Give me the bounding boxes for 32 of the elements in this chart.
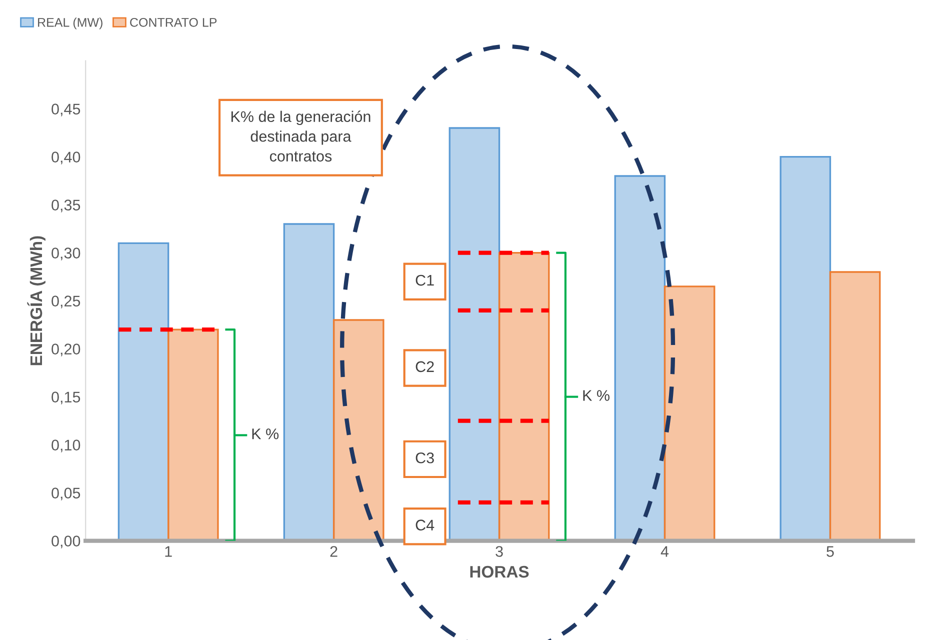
y-tick-label: 0,45 xyxy=(52,104,80,116)
x-tick-label: 2 xyxy=(330,546,338,557)
x-tick-label: 4 xyxy=(660,546,669,557)
annotation: C1 xyxy=(416,274,434,286)
x-tick-label: 1 xyxy=(165,546,172,557)
legend-label: REAL (MW) xyxy=(38,18,102,30)
y-tick-label: 0,35 xyxy=(52,200,80,212)
y-tick-label: 0,10 xyxy=(52,440,80,452)
y-tick-label: 0,40 xyxy=(52,152,80,164)
x-tick-label: 3 xyxy=(496,546,503,557)
y-tick-label: 0,25 xyxy=(52,296,80,308)
bar xyxy=(780,156,832,541)
annotation: C4 xyxy=(416,520,434,530)
legend-label: CONTRATO LP xyxy=(130,18,217,27)
annotation: K% de la generación destinada para contratos xyxy=(231,110,370,162)
y-tick-label: 0,30 xyxy=(52,248,80,260)
y-tick-label: 0,00 xyxy=(52,536,80,548)
bar xyxy=(829,271,881,541)
y-axis-title: ENERGÍA (MWh) xyxy=(27,236,46,366)
y-tick-label: 0,05 xyxy=(52,488,80,500)
bar xyxy=(614,175,666,541)
annotation: K % xyxy=(252,428,279,440)
x-axis-title: HORAS xyxy=(470,566,529,578)
x-tick-label: 5 xyxy=(826,546,834,557)
bar xyxy=(664,286,716,541)
y-tick-label: 0,15 xyxy=(52,392,80,404)
annotation: C2 xyxy=(416,361,434,372)
annotation: C3 xyxy=(416,452,434,464)
bar xyxy=(283,223,335,541)
bar xyxy=(332,319,384,541)
annotation: K % xyxy=(583,390,610,401)
y-tick-label: 0,20 xyxy=(52,344,80,356)
